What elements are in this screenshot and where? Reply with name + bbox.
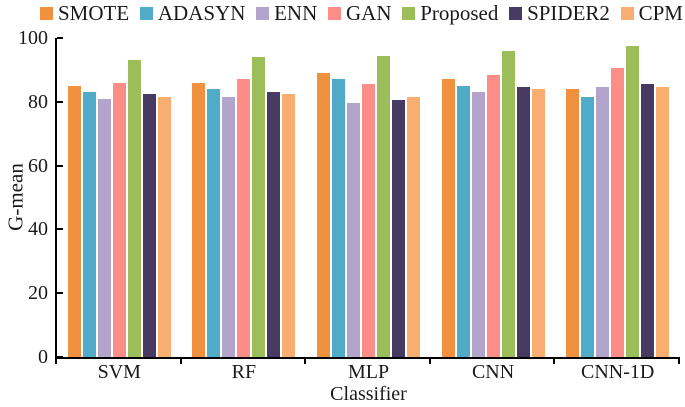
bar-gan-rf bbox=[237, 79, 251, 357]
bar-enn-mlp bbox=[346, 103, 360, 357]
bar-smote-cnn-1d bbox=[566, 89, 580, 357]
y-tick-mark bbox=[57, 292, 63, 295]
bar-cpm-rf bbox=[282, 93, 296, 357]
bar-smote-svm bbox=[67, 85, 81, 357]
bar-gan-mlp bbox=[361, 84, 375, 357]
bar-group-mlp bbox=[306, 38, 431, 357]
y-tick-label: 40 bbox=[28, 218, 48, 241]
legend-swatch-icon bbox=[327, 6, 341, 20]
bar-smote-mlp bbox=[316, 73, 330, 357]
legend-swatch-icon bbox=[620, 6, 634, 20]
bar-group-cnn bbox=[431, 38, 556, 357]
y-tick-label: 100 bbox=[18, 27, 48, 49]
y-tick-label: 0 bbox=[38, 346, 48, 368]
bar-gan-cnn bbox=[486, 74, 500, 357]
y-tick-label: 20 bbox=[28, 282, 48, 305]
x-tick-label-svm: SVM bbox=[97, 361, 141, 383]
legend-item-cpm: CPM bbox=[620, 1, 683, 25]
legend-label: ENN bbox=[274, 1, 318, 25]
y-tick-mark bbox=[57, 100, 63, 103]
bar-adasyn-mlp bbox=[331, 79, 345, 357]
bar-adasyn-rf bbox=[207, 89, 221, 357]
plot-area bbox=[55, 38, 680, 359]
x-tick-label-cnn-1d: CNN-1D bbox=[581, 361, 655, 383]
legend-swatch-icon bbox=[509, 6, 523, 20]
x-tick-mark bbox=[553, 359, 556, 364]
bar-group-cnn-1d bbox=[555, 38, 680, 357]
legend-label: SPIDER2 bbox=[527, 1, 610, 25]
legend-item-enn: ENN bbox=[256, 2, 317, 24]
x-tick-mark bbox=[428, 359, 431, 364]
legend-label: GAN bbox=[345, 1, 392, 25]
legend-swatch-icon bbox=[402, 6, 416, 20]
legend-label: ADASYN bbox=[157, 1, 246, 25]
bar-spider2-rf bbox=[267, 92, 281, 357]
bar-proposed-cnn bbox=[501, 50, 515, 357]
bar-proposed-cnn-1d bbox=[626, 45, 640, 357]
bar-cpm-svm bbox=[157, 97, 171, 357]
legend-swatch-icon bbox=[256, 6, 270, 20]
bar-enn-rf bbox=[222, 97, 236, 357]
bar-enn-svm bbox=[97, 98, 111, 357]
legend-swatch-icon bbox=[139, 6, 153, 20]
bar-proposed-svm bbox=[127, 60, 141, 357]
bar-proposed-mlp bbox=[376, 55, 390, 357]
bar-enn-cnn-1d bbox=[596, 87, 610, 357]
legend-label: CPM bbox=[638, 1, 683, 25]
legend-item-proposed: Proposed bbox=[402, 2, 498, 24]
legend-swatch-icon bbox=[40, 6, 53, 20]
bar-spider2-cnn bbox=[516, 87, 530, 357]
bar-group-rf bbox=[182, 38, 307, 357]
y-tick-label: 80 bbox=[28, 90, 48, 113]
x-tick-mark bbox=[304, 359, 307, 364]
y-tick-label: 60 bbox=[28, 154, 48, 177]
bar-group-svm bbox=[57, 38, 182, 357]
x-tick-mark bbox=[678, 359, 680, 364]
x-axis-title: Classifier bbox=[330, 383, 407, 405]
x-tick-mark bbox=[55, 359, 57, 364]
y-tick-mark bbox=[57, 37, 63, 39]
bar-cpm-cnn-1d bbox=[656, 87, 670, 357]
bar-spider2-svm bbox=[142, 93, 156, 357]
legend-item-adasyn: ADASYN bbox=[139, 1, 246, 25]
x-tick-mark bbox=[179, 359, 182, 364]
bar-enn-cnn bbox=[471, 92, 485, 357]
y-tick-mark bbox=[57, 228, 63, 231]
bar-spider2-mlp bbox=[391, 100, 405, 357]
legend-item-smote: SMOTE bbox=[40, 2, 129, 24]
legend-label: SMOTE bbox=[58, 1, 130, 25]
chart-legend: SMOTE ADASYN ENN GAN Proposed SPIDER2 CPM bbox=[40, 1, 683, 25]
bar-proposed-rf bbox=[252, 57, 266, 357]
bar-smote-cnn bbox=[441, 79, 455, 357]
x-tick-label-rf: RF bbox=[231, 361, 257, 383]
bar-adasyn-cnn bbox=[456, 85, 470, 357]
x-tick-label-cnn: CNN bbox=[471, 361, 515, 383]
bar-gan-cnn-1d bbox=[611, 68, 625, 357]
bar-adasyn-svm bbox=[82, 92, 96, 357]
y-tick-mark bbox=[57, 164, 63, 167]
legend-item-gan: GAN bbox=[327, 1, 392, 25]
legend-item-spider2: SPIDER2 bbox=[509, 2, 610, 24]
bar-spider2-cnn-1d bbox=[641, 84, 655, 357]
legend-label: Proposed bbox=[420, 1, 499, 25]
bar-smote-rf bbox=[192, 82, 206, 357]
bar-gan-svm bbox=[112, 82, 126, 357]
bar-adasyn-cnn-1d bbox=[581, 97, 595, 357]
bar-cpm-cnn bbox=[531, 89, 545, 357]
bar-cpm-mlp bbox=[406, 97, 420, 357]
x-tick-label-mlp: MLP bbox=[347, 361, 390, 383]
